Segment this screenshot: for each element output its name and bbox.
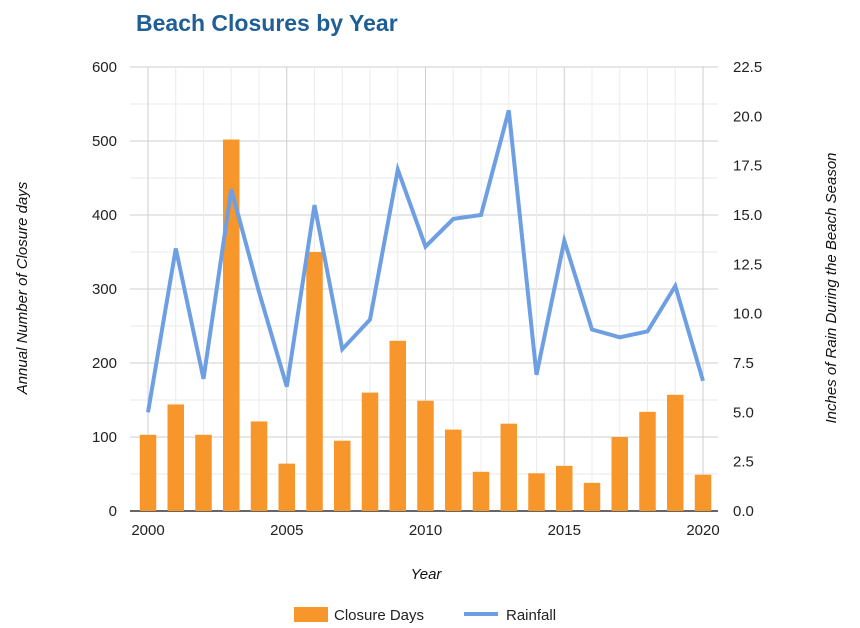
rainfall-line-layer bbox=[146, 109, 705, 413]
bar-closure-days-2012 bbox=[472, 471, 490, 511]
y-axis-right: 0.0 2.5 5.0 7.5 10.0 12.5 15.0 17.5 20.0 22.5 bbox=[733, 59, 762, 520]
bar-closure-days-2014 bbox=[528, 473, 545, 511]
bar-closure-days-2011 bbox=[445, 429, 462, 511]
y-tick-label: 500 bbox=[92, 133, 117, 150]
y-tick-label: 0 bbox=[109, 503, 117, 520]
y-axis-label: Annual Number of Closure days bbox=[14, 181, 31, 395]
bar-closure-days-2005 bbox=[278, 463, 295, 511]
bar-closure-days-2001 bbox=[167, 404, 184, 511]
bars bbox=[139, 139, 712, 511]
x-axis-label: Year bbox=[411, 566, 443, 583]
y2-tick-label: 20.0 bbox=[733, 108, 762, 125]
bar-closure-days-2007 bbox=[334, 440, 351, 511]
bar-closure-days-2006 bbox=[306, 252, 323, 511]
bar-closure-days-2019 bbox=[667, 394, 684, 511]
chart-title: Beach Closures by Year bbox=[136, 10, 398, 36]
y2-tick-label: 12.5 bbox=[733, 256, 762, 273]
bar-closure-days-2010 bbox=[417, 400, 434, 511]
bar-closure-days-2020 bbox=[694, 474, 712, 511]
x-tick-label: 2000 bbox=[131, 522, 164, 539]
legend-label-closure-days: Closure Days bbox=[334, 607, 424, 624]
y2-tick-label: 17.5 bbox=[733, 158, 762, 175]
y2-tick-label: 22.5 bbox=[733, 59, 762, 76]
y2-tick-label: 7.5 bbox=[733, 355, 754, 372]
legend-label-rainfall: Rainfall bbox=[506, 607, 556, 624]
bar-closure-days-2013 bbox=[500, 423, 517, 511]
y2-tick-label: 10.0 bbox=[733, 306, 762, 323]
y-tick-label: 600 bbox=[92, 59, 117, 76]
x-tick-label: 2020 bbox=[686, 522, 719, 539]
rainfall-line bbox=[146, 109, 705, 413]
x-tick-label: 2005 bbox=[270, 522, 303, 539]
bar-closure-days-2018 bbox=[639, 411, 656, 511]
bar-closure-days-2016 bbox=[583, 482, 601, 511]
y2-tick-label: 5.0 bbox=[733, 404, 754, 421]
legend-swatch-closure-days bbox=[294, 607, 328, 622]
x-tick-label: 2010 bbox=[409, 522, 442, 539]
y2-axis-label: Inches of Rain During the Beach Season bbox=[823, 152, 840, 423]
bar-closure-days-2000 bbox=[139, 434, 157, 511]
bar-closure-days-2009 bbox=[389, 340, 406, 511]
bar-closure-days-2004 bbox=[250, 421, 268, 511]
bar-closure-days-2002 bbox=[195, 434, 212, 511]
y-tick-label: 100 bbox=[92, 429, 117, 446]
y2-tick-label: 2.5 bbox=[733, 454, 754, 471]
y-tick-label: 300 bbox=[92, 281, 117, 298]
y-tick-label: 200 bbox=[92, 355, 117, 372]
legend: Closure Days Rainfall bbox=[294, 607, 556, 624]
y-tick-label: 400 bbox=[92, 207, 117, 224]
bar-closure-days-2015 bbox=[556, 465, 573, 511]
y2-tick-label: 0.0 bbox=[733, 503, 754, 520]
x-axis: 2000 2005 2010 2015 2020 bbox=[131, 522, 719, 539]
x-tick-label: 2015 bbox=[548, 522, 581, 539]
y-axis-left: 0 100 200 300 400 500 600 bbox=[92, 59, 117, 520]
bar-closure-days-2017 bbox=[611, 437, 628, 511]
bar-closure-days-2003 bbox=[223, 139, 240, 511]
y2-tick-label: 15.0 bbox=[733, 207, 762, 224]
bar-closure-days-2008 bbox=[361, 392, 379, 511]
